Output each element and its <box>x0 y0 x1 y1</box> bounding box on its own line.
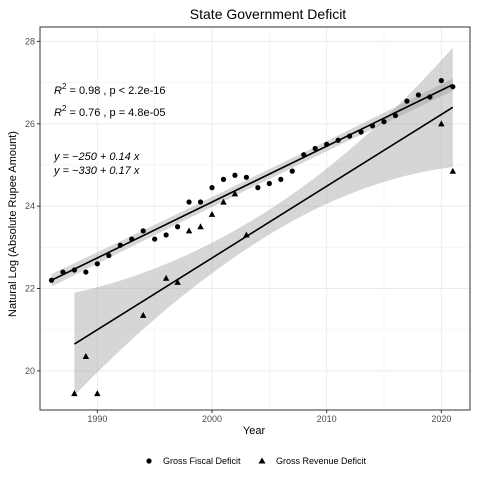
point-gross-fiscal-deficit <box>255 185 261 191</box>
x-tick-label: 2000 <box>202 414 222 424</box>
y-tick-label: 28 <box>25 36 35 46</box>
point-gross-fiscal-deficit <box>94 261 100 267</box>
point-gross-fiscal-deficit <box>48 277 55 283</box>
r2-fiscal-rest: = 0.98 , p < 2.2e-16 <box>66 85 165 97</box>
point-gross-fiscal-deficit <box>60 269 66 275</box>
confidence-band-gross-revenue-deficit <box>74 47 453 396</box>
plot-border <box>39 26 471 411</box>
annotations: R2 = 0.98 , p < 2.2e-16 R2 = 0.76 , p = … <box>53 82 165 177</box>
point-gross-revenue-deficit <box>220 198 227 205</box>
point-gross-fiscal-deficit <box>438 77 444 84</box>
y-axis: 20 22 24 26 28 <box>25 36 40 376</box>
point-gross-revenue-deficit <box>162 274 170 281</box>
point-gross-revenue-deficit <box>438 120 445 127</box>
x-tick-label: 2020 <box>431 414 451 424</box>
point-gross-revenue-deficit <box>94 390 101 397</box>
point-gross-fiscal-deficit <box>140 228 146 234</box>
point-gross-fiscal-deficit <box>289 168 295 174</box>
r2-revenue-rest: = 0.76 , p = 4.8e-05 <box>66 107 165 119</box>
data-points <box>48 77 457 397</box>
point-gross-fiscal-deficit <box>404 98 410 104</box>
annotation-r2-revenue: R2 = 0.76 , p = 4.8e-05 <box>54 104 165 119</box>
point-gross-fiscal-deficit <box>220 176 227 182</box>
fit-lines <box>51 83 454 345</box>
legend-label-gross-revenue-deficit: Gross Revenue Deficit <box>276 456 367 466</box>
y-tick-label: 20 <box>25 366 35 376</box>
r2-fiscal-sup: 2 <box>62 82 67 91</box>
point-gross-revenue-deficit <box>243 231 250 238</box>
point-gross-fiscal-deficit <box>358 129 364 135</box>
point-gross-fiscal-deficit <box>197 199 204 205</box>
point-gross-fiscal-deficit <box>83 269 89 275</box>
r2-revenue-sup: 2 <box>62 104 67 113</box>
y-tick-label: 22 <box>25 284 35 294</box>
point-gross-fiscal-deficit <box>392 112 399 119</box>
point-gross-fiscal-deficit <box>312 145 318 152</box>
fit-line-gross-fiscal-deficit <box>51 83 454 281</box>
point-gross-fiscal-deficit <box>415 92 421 98</box>
point-gross-fiscal-deficit <box>163 232 169 238</box>
r2-revenue-symbol: R <box>54 107 62 119</box>
point-gross-fiscal-deficit <box>381 119 387 125</box>
point-gross-revenue-deficit <box>71 390 78 397</box>
chart-title: State Government Deficit <box>190 6 347 22</box>
point-gross-fiscal-deficit <box>152 236 158 242</box>
point-gross-revenue-deficit <box>174 278 181 285</box>
point-gross-fiscal-deficit <box>106 252 112 259</box>
point-gross-fiscal-deficit <box>369 123 376 129</box>
point-gross-fiscal-deficit <box>71 267 77 273</box>
x-tick-label: 1990 <box>87 414 107 424</box>
point-gross-revenue-deficit <box>208 210 216 217</box>
y-tick-label: 26 <box>25 119 35 129</box>
annotation-r2-fiscal: R2 = 0.98 , p < 2.2e-16 <box>54 82 165 97</box>
point-gross-fiscal-deficit <box>427 94 433 100</box>
x-tick-label: 2010 <box>317 414 337 424</box>
point-gross-revenue-deficit <box>82 353 90 360</box>
annotation-eq-fiscal: y = −250 + 0.14 x <box>53 151 140 163</box>
legend: Gross Fiscal Deficit Gross Revenue Defic… <box>146 456 367 466</box>
point-gross-fiscal-deficit <box>347 133 353 139</box>
point-gross-revenue-deficit <box>139 311 147 318</box>
grid <box>40 27 470 410</box>
annotation-eq-revenue: y = −330 + 0.17 x <box>53 165 140 177</box>
point-gross-fiscal-deficit <box>209 185 215 191</box>
legend-key-gross-revenue-deficit <box>258 457 266 464</box>
point-gross-fiscal-deficit <box>335 137 341 143</box>
point-gross-fiscal-deficit <box>243 174 249 180</box>
point-gross-fiscal-deficit <box>301 152 307 158</box>
point-gross-fiscal-deficit <box>117 242 123 248</box>
point-gross-fiscal-deficit <box>186 199 192 205</box>
point-gross-revenue-deficit <box>197 223 204 230</box>
x-axis: 1990 2000 2010 2020 <box>87 410 451 424</box>
point-gross-fiscal-deficit <box>175 224 181 230</box>
y-axis-title: Natural Log (Absolute Rupee Amount) <box>7 131 19 317</box>
y-tick-label: 24 <box>25 201 35 211</box>
point-gross-fiscal-deficit <box>278 176 284 182</box>
point-gross-fiscal-deficit <box>324 141 330 147</box>
point-gross-fiscal-deficit <box>450 84 456 90</box>
r2-fiscal-symbol: R <box>54 85 62 97</box>
point-gross-fiscal-deficit <box>129 236 135 242</box>
point-gross-fiscal-deficit <box>232 172 238 178</box>
legend-label-gross-fiscal-deficit: Gross Fiscal Deficit <box>163 456 241 466</box>
point-gross-revenue-deficit <box>185 227 193 234</box>
x-axis-title: Year <box>243 425 266 437</box>
point-gross-revenue-deficit <box>231 190 239 197</box>
fit-line-gross-revenue-deficit <box>73 106 454 345</box>
point-gross-fiscal-deficit <box>266 180 272 187</box>
legend-key-gross-fiscal-deficit <box>146 458 152 464</box>
point-gross-revenue-deficit <box>449 167 457 174</box>
plot-panel <box>39 26 471 411</box>
